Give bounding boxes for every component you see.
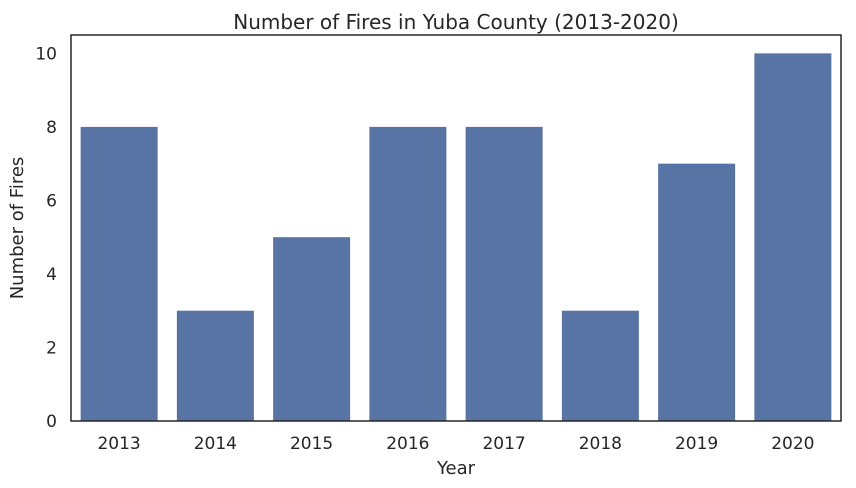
bar-2017 [465,126,543,422]
y-tick-label: 10 [35,44,57,64]
bars-group [80,53,832,422]
x-tick-label: 2017 [482,434,525,454]
x-axis-label: Year [436,458,476,479]
bar-2018 [561,310,639,421]
bar-2016 [369,126,447,422]
chart-title: Number of Fires in Yuba County (2013-202… [233,10,679,34]
y-axis-ticks: 0 2 4 6 8 10 [35,44,57,432]
x-axis-ticks: 2013 2014 2015 2016 2017 2018 2019 2020 [97,434,814,454]
x-tick-label: 2020 [771,434,814,454]
bar-2013 [80,126,158,422]
x-tick-label: 2015 [290,434,333,454]
y-tick-label: 0 [46,412,57,432]
bar-2015 [273,237,351,421]
x-tick-label: 2013 [97,434,140,454]
y-tick-label: 6 [46,191,57,211]
y-tick-label: 8 [46,118,57,138]
x-tick-label: 2016 [386,434,429,454]
y-axis-label: Number of Fires [7,157,28,300]
bar-2014 [176,310,254,421]
y-tick-label: 2 [46,338,57,358]
bar-2020 [754,53,832,421]
plot-frame [70,34,842,422]
y-tick-label: 4 [46,265,57,285]
x-tick-label: 2019 [675,434,718,454]
x-tick-label: 2018 [579,434,622,454]
bar-2019 [658,163,736,421]
x-tick-label: 2014 [194,434,237,454]
